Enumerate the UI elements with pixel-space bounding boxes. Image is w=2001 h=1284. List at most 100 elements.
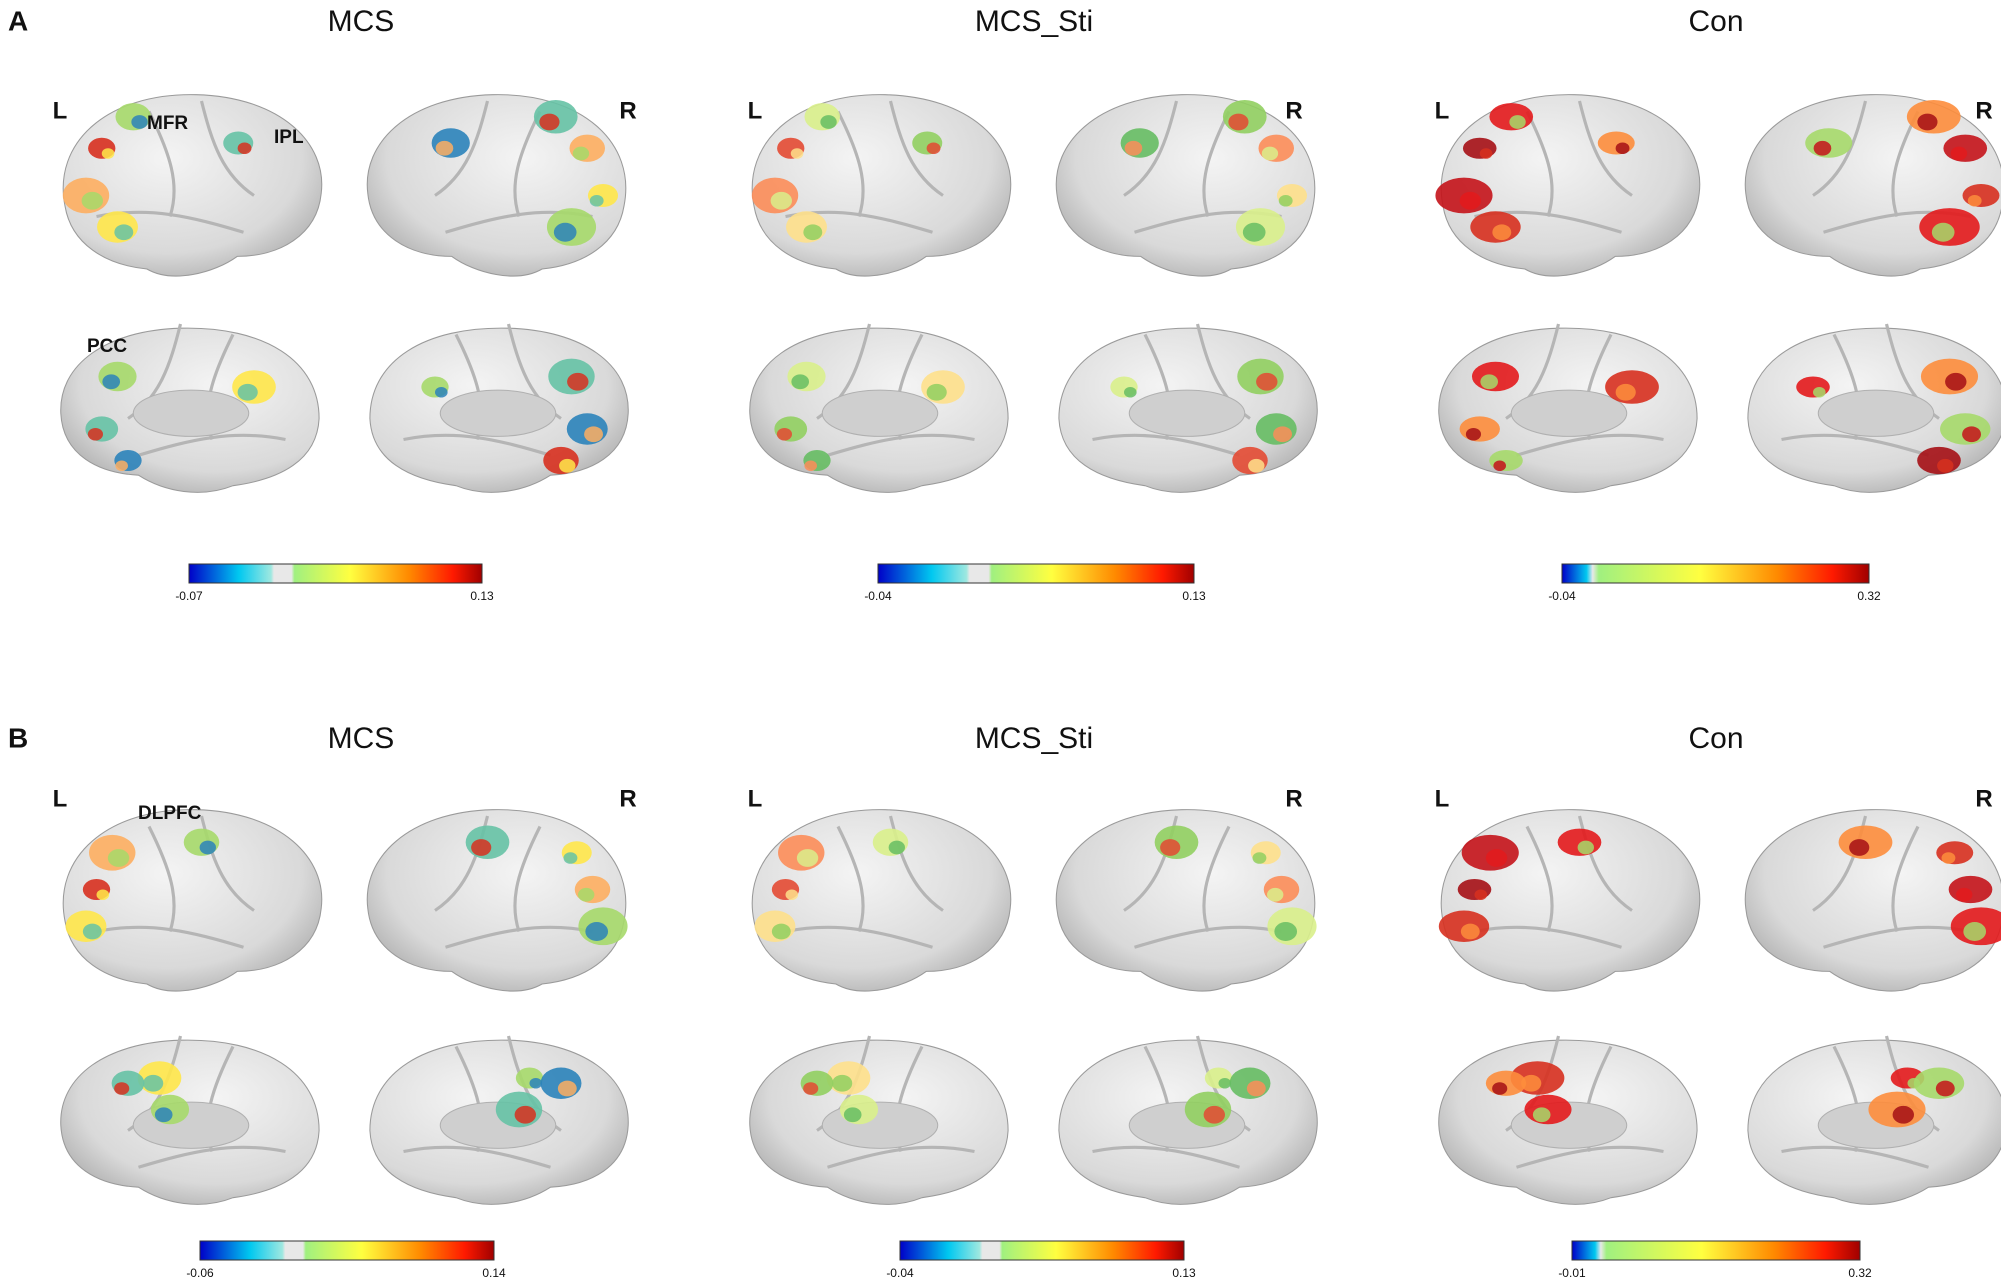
brain xyxy=(751,94,1012,277)
activation xyxy=(114,224,134,241)
brain xyxy=(1438,809,1701,992)
activation xyxy=(1474,889,1488,900)
colorbar xyxy=(899,1240,1185,1261)
activation xyxy=(1203,1105,1226,1124)
region-label: DLPFC xyxy=(138,803,202,824)
colorbar-max: 0.32 xyxy=(1857,589,1881,603)
activation xyxy=(1492,224,1512,241)
brain xyxy=(366,809,628,992)
activation xyxy=(843,1107,862,1123)
activation xyxy=(1813,387,1826,398)
activation xyxy=(1597,131,1635,155)
activation xyxy=(1274,922,1298,941)
activation xyxy=(435,140,454,156)
activation xyxy=(1950,146,1968,161)
activation xyxy=(82,923,102,940)
corpus-callosum xyxy=(1128,389,1246,437)
colorbar-min: -0.04 xyxy=(886,1266,914,1280)
brain xyxy=(751,809,1012,992)
activation xyxy=(1521,1074,1542,1092)
activation xyxy=(584,426,603,443)
activation xyxy=(1813,140,1832,156)
activation xyxy=(529,1078,543,1089)
brain-surface xyxy=(1055,94,1316,277)
activation xyxy=(1892,1105,1915,1124)
activation xyxy=(790,148,804,159)
activation xyxy=(514,1105,537,1124)
brain xyxy=(1747,323,2001,493)
corpus-callosum xyxy=(821,1101,939,1149)
brain xyxy=(1055,809,1317,992)
activation xyxy=(832,1074,853,1092)
activation xyxy=(572,146,590,161)
colorbar xyxy=(1561,563,1870,584)
activation xyxy=(1615,142,1630,155)
activation xyxy=(102,374,121,390)
activation xyxy=(803,224,823,241)
colorbar xyxy=(188,563,483,584)
activation xyxy=(926,383,947,401)
brain-surface xyxy=(366,809,627,992)
brain xyxy=(1435,94,1701,277)
activation xyxy=(1261,146,1279,161)
activation xyxy=(1465,427,1482,441)
colorbar-min: -0.06 xyxy=(186,1266,214,1280)
brain xyxy=(1058,323,1318,493)
activation xyxy=(107,849,130,867)
brain xyxy=(749,1035,1009,1205)
activation xyxy=(1945,372,1967,391)
group-title: Con xyxy=(1688,5,1743,38)
activation xyxy=(1248,458,1265,473)
group-title: Con xyxy=(1688,722,1743,755)
corpus-callosum xyxy=(132,389,250,437)
activation xyxy=(1278,194,1293,207)
brain xyxy=(1055,94,1316,277)
activation xyxy=(471,839,492,856)
activation xyxy=(1479,148,1493,159)
activation xyxy=(114,1082,130,1095)
colorbar-max: 0.14 xyxy=(482,1266,506,1280)
activation xyxy=(559,458,576,473)
activation xyxy=(1917,113,1938,131)
hemisphere-label: L xyxy=(748,97,763,124)
activation xyxy=(804,460,817,471)
activation xyxy=(803,1082,819,1095)
activation xyxy=(237,142,252,155)
hemisphere-label: L xyxy=(1435,785,1450,812)
activation xyxy=(1460,923,1480,940)
group-title: MCS_Sti xyxy=(975,5,1093,38)
brain xyxy=(1058,1035,1318,1205)
activation xyxy=(1228,113,1249,131)
activation xyxy=(785,889,799,900)
brain xyxy=(1744,94,2001,277)
activation xyxy=(1509,115,1526,129)
hemisphere-label: R xyxy=(619,97,636,124)
corpus-callosum xyxy=(439,389,557,437)
corpus-callosum xyxy=(1510,389,1628,437)
activation xyxy=(1577,840,1594,855)
region-label: MFR xyxy=(147,113,188,134)
colorbar-max: 0.13 xyxy=(1172,1266,1196,1280)
region-label: PCC xyxy=(87,336,127,357)
activation xyxy=(1459,191,1482,210)
corpus-callosum xyxy=(132,1101,250,1149)
colorbar-max: 0.13 xyxy=(470,589,494,603)
activation xyxy=(115,460,128,471)
colorbar-max: 0.13 xyxy=(1182,589,1206,603)
activation xyxy=(1931,222,1955,242)
panel-label: B xyxy=(8,722,28,753)
activation xyxy=(578,887,595,902)
group-title: MCS xyxy=(328,722,395,755)
activation xyxy=(557,1080,577,1097)
activation xyxy=(87,427,104,441)
hemisphere-label: L xyxy=(53,97,68,124)
activation xyxy=(1849,839,1870,856)
brain xyxy=(1747,1035,2001,1205)
hemisphere-label: R xyxy=(619,785,636,812)
activation xyxy=(101,148,115,159)
brain xyxy=(60,323,320,493)
activation xyxy=(1962,426,1981,443)
brain-surface xyxy=(366,94,627,277)
hemisphere-label: R xyxy=(1285,785,1302,812)
panel-label: A xyxy=(8,5,28,36)
